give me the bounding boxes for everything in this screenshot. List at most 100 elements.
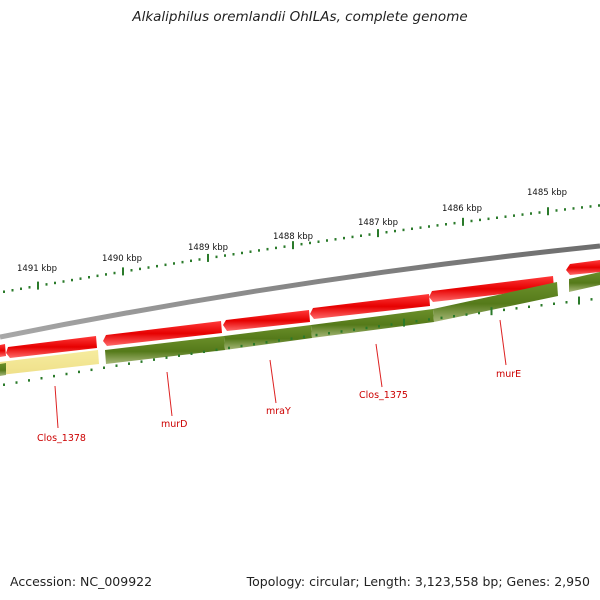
major-tick	[37, 281, 39, 290]
minor-tick	[365, 326, 368, 330]
gene-label-mray[interactable]: mraY	[266, 406, 291, 417]
kbp-label: 1491 kbp	[17, 264, 57, 274]
minor-tick	[290, 337, 293, 340]
minor-tick	[190, 352, 193, 355]
leader-line	[375, 343, 383, 388]
minor-tick	[65, 372, 68, 376]
major-tick	[403, 318, 405, 327]
cds-arrow[interactable]	[310, 294, 430, 319]
minor-tick	[411, 227, 413, 231]
minor-tick	[115, 364, 118, 367]
cds-segment[interactable]	[569, 272, 600, 292]
gene-label-clos-1378[interactable]: Clos_1378	[37, 433, 86, 444]
minor-tick	[528, 305, 530, 309]
minor-tick	[181, 260, 184, 264]
minor-tick	[415, 319, 418, 323]
minor-tick	[79, 277, 82, 280]
minor-tick	[521, 213, 524, 216]
cds-arrow[interactable]	[566, 260, 600, 275]
minor-tick	[390, 323, 393, 326]
major-tick	[377, 229, 379, 238]
minor-tick	[334, 238, 337, 241]
minor-tick	[419, 226, 422, 229]
minor-tick	[496, 216, 498, 220]
gene-label-murd[interactable]: murD	[161, 419, 188, 430]
cds-arrow[interactable]	[103, 321, 222, 346]
minor-tick	[275, 246, 277, 250]
minor-tick	[96, 274, 99, 278]
cds-arrow[interactable]	[429, 276, 554, 302]
minor-tick	[224, 254, 226, 257]
minor-tick	[470, 219, 473, 223]
cds-arrow[interactable]	[6, 336, 97, 358]
cds-segment[interactable]	[224, 325, 312, 350]
minor-tick	[564, 208, 566, 211]
gene-label-clos-1375[interactable]: Clos_1375	[359, 390, 408, 401]
minor-tick	[360, 234, 362, 237]
minor-tick	[530, 212, 532, 215]
minor-tick	[88, 275, 90, 279]
minor-tick	[54, 281, 56, 285]
minor-tick	[164, 263, 167, 267]
minor-tick	[203, 350, 205, 354]
minor-tick	[513, 214, 515, 217]
minor-tick	[266, 247, 269, 251]
minor-tick	[340, 330, 343, 333]
minor-tick	[598, 204, 600, 207]
minor-tick	[78, 370, 80, 374]
cds-arrow[interactable]	[0, 344, 6, 357]
minor-tick	[253, 342, 255, 346]
gene-labels: Clos_1378 murD mraY Clos_1375 murE	[37, 369, 521, 444]
cds-arrow[interactable]	[223, 310, 310, 331]
kbp-label: 1488 kbp	[273, 232, 313, 242]
kbp-labels: 1485 kbp 1486 kbp 1487 kbp 1488 kbp 1489…	[17, 188, 567, 274]
minor-tick	[240, 344, 243, 348]
minor-tick	[3, 290, 5, 293]
accession-text: Accession: NC_009922	[10, 574, 153, 589]
cds-segment[interactable]	[0, 363, 6, 376]
minor-tick	[173, 262, 175, 265]
minor-tick	[317, 240, 320, 243]
minor-tick	[368, 233, 371, 236]
cds-segment[interactable]	[105, 336, 225, 364]
minor-tick	[128, 362, 130, 365]
minor-tick	[156, 264, 158, 268]
minor-tick	[153, 358, 155, 361]
minor-tick	[540, 304, 543, 307]
minor-tick	[453, 221, 456, 225]
kbp-label: 1487 kbp	[358, 218, 398, 228]
cds-segment[interactable]	[433, 282, 558, 322]
minor-tick	[147, 266, 150, 269]
minor-tick	[538, 211, 541, 214]
minor-tick	[428, 225, 430, 228]
minor-tick	[198, 258, 201, 261]
minor-tick	[3, 383, 5, 386]
minor-tick	[436, 224, 439, 227]
minor-tick	[103, 366, 105, 370]
minor-tick	[440, 316, 443, 320]
minor-tick	[553, 302, 555, 306]
minor-tick	[328, 331, 330, 335]
minor-tick	[581, 206, 583, 209]
minor-tick	[28, 286, 31, 289]
cds-segment-highlighted[interactable]	[0, 350, 99, 375]
inner-tick-ring	[3, 296, 593, 386]
major-tick	[462, 217, 464, 226]
minor-tick	[165, 356, 168, 359]
minor-tick	[385, 230, 388, 234]
minor-tick	[572, 207, 575, 210]
leader-line	[54, 385, 59, 429]
major-tick	[490, 307, 493, 316]
gene-label-leaders	[54, 319, 507, 429]
major-tick	[207, 253, 209, 262]
minor-tick	[303, 335, 305, 339]
minor-tick	[315, 333, 318, 337]
minor-tick	[353, 328, 355, 331]
minor-tick	[278, 339, 280, 342]
minor-tick	[478, 311, 480, 315]
minor-tick	[555, 209, 558, 212]
gene-label-mure[interactable]: murE	[496, 369, 521, 380]
kbp-label: 1490 kbp	[102, 254, 142, 264]
outer-tick-ring	[3, 204, 600, 293]
